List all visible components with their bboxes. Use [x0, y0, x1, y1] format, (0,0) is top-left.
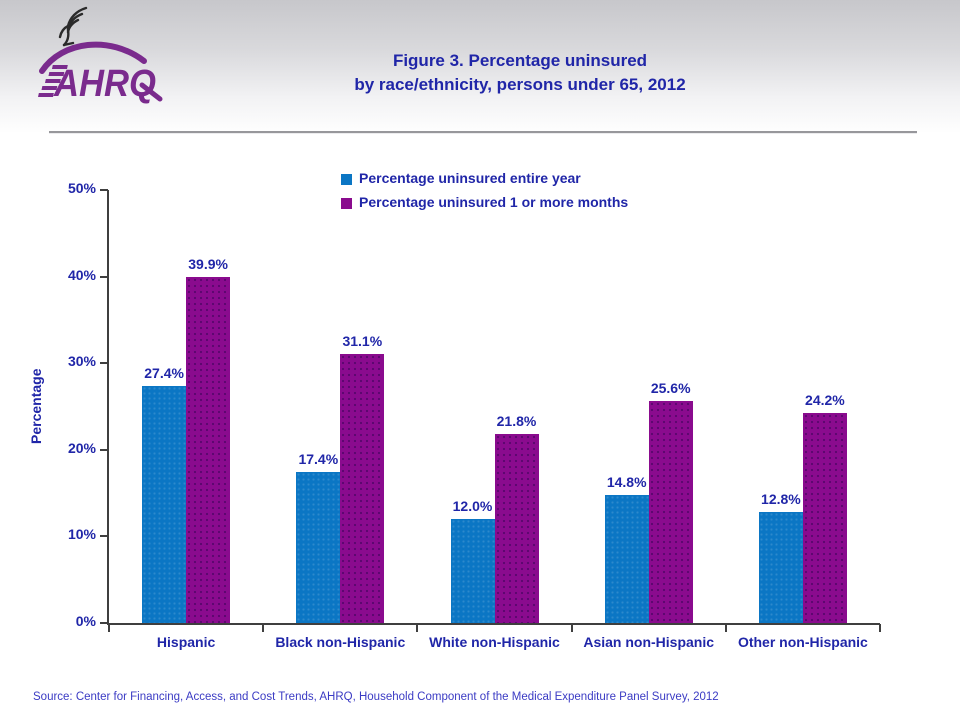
legend-item: Percentage uninsured 1 or more months: [341, 194, 628, 210]
bar-value-label: 12.0%: [452, 498, 493, 515]
x-tick: [879, 624, 881, 632]
bar: [648, 401, 693, 623]
bar-value-label: 21.8%: [496, 413, 537, 430]
legend-swatch: [341, 174, 352, 185]
bar: [340, 353, 385, 623]
y-tick-label: 0%: [75, 613, 96, 629]
legend-label: Percentage uninsured entire year: [359, 170, 581, 186]
header-band: [0, 0, 960, 132]
x-tick: [262, 624, 265, 632]
y-tick-label: 40%: [67, 266, 96, 283]
x-tick: [108, 624, 110, 632]
category-label: White non-Hispanic: [429, 634, 560, 650]
bar: [802, 413, 847, 623]
category-label: Asian non-Hispanic: [583, 634, 715, 650]
y-tick-label: 30%: [67, 353, 96, 370]
bar-value-label: 12.8%: [761, 491, 801, 508]
figure-title-line2: by race/ethnicity, persons under 65, 201…: [354, 75, 686, 94]
bar-value-label: 31.1%: [342, 332, 383, 349]
figure-title-line1: Figure 3. Percentage uninsured: [392, 51, 648, 70]
y-tick-label: 20%: [67, 439, 96, 456]
category-label: Black non-Hispanic: [275, 634, 406, 650]
figure-title: Figure 3. Percentage uninsured by race/e…: [160, 49, 880, 97]
y-axis-title: Percentage: [28, 368, 44, 445]
y-tick-label: 50%: [67, 180, 96, 196]
y-tick: [100, 189, 108, 191]
category-label: Other non-Hispanic: [737, 634, 868, 650]
plot-area: 0% 10% 20% 30% 40% 50% 27.4% 17.4% 12.0% 14.8% 12.…: [68, 180, 881, 650]
bar: [758, 512, 803, 623]
hhs-eagle-icon: [58, 6, 88, 47]
bar: [186, 277, 231, 623]
y-tick: [100, 362, 108, 365]
logo-arc-icon: [39, 41, 147, 74]
y-tick-label: 10%: [67, 526, 96, 543]
logo-text: AHRQ: [53, 63, 156, 105]
y-tick: [100, 275, 108, 278]
header-divider: [49, 131, 917, 134]
ahrq-logo: AHRQ: [38, 6, 163, 105]
bar-value-label: 39.9%: [188, 256, 228, 273]
bar-value-label: 17.4%: [298, 451, 339, 468]
chart-legend: Percentage uninsured entire year Percenta…: [341, 170, 628, 218]
bar-value-label: 14.8%: [606, 473, 647, 490]
bar-value-label: 27.4%: [144, 364, 184, 381]
source-note: Source: Center for Financing, Access, an…: [33, 691, 719, 703]
y-tick: [100, 448, 108, 451]
x-tick: [724, 624, 727, 632]
category-label: Hispanic: [156, 634, 216, 650]
legend-label: Percentage uninsured 1 or more months: [359, 194, 629, 210]
bar: [142, 385, 187, 623]
bar-value-label: 24.2%: [805, 392, 845, 409]
legend-swatch: [341, 198, 352, 209]
bar: [604, 494, 649, 623]
bar: [494, 434, 539, 623]
y-tick: [100, 622, 108, 624]
bar-value-label: 25.6%: [650, 380, 691, 397]
legend-item: Percentage uninsured entire year: [341, 170, 628, 186]
bar: [296, 472, 341, 623]
x-tick: [570, 624, 573, 632]
y-tick: [100, 535, 108, 538]
logo-q-tail-icon: [139, 82, 163, 102]
bar: [450, 519, 495, 623]
logo-stripes-icon: [38, 65, 68, 97]
x-tick: [416, 624, 419, 632]
